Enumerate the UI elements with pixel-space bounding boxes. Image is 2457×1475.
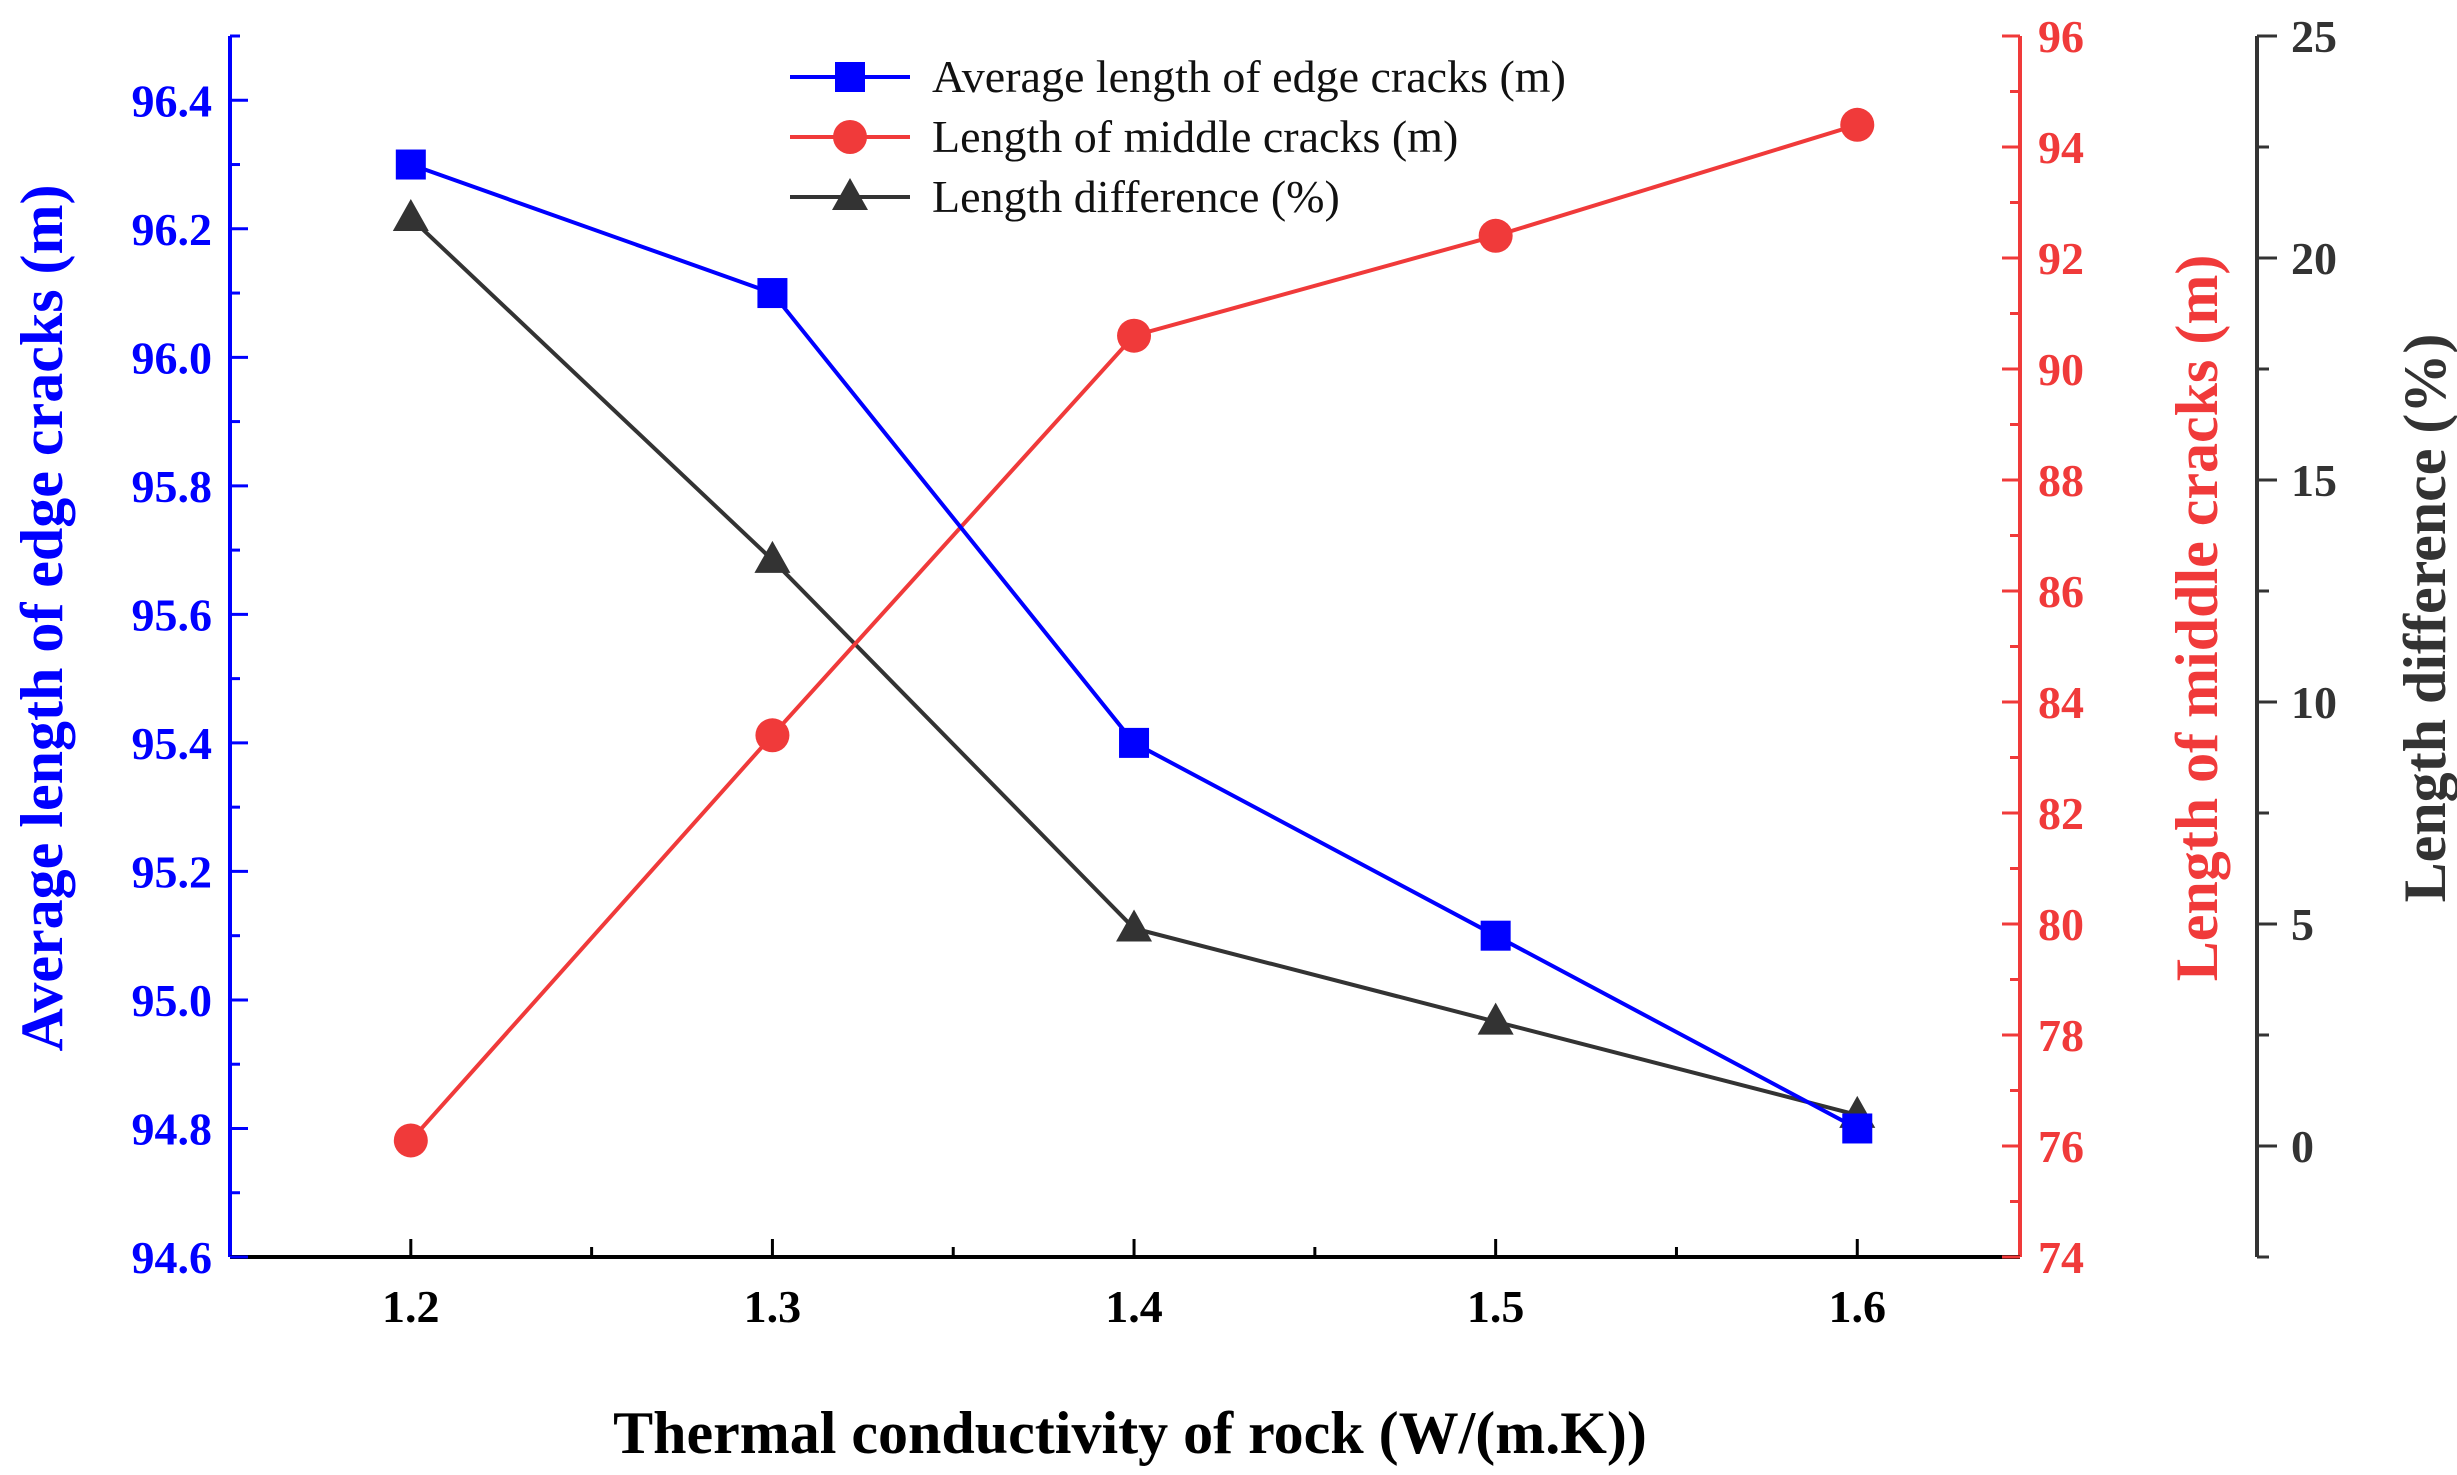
axis-titles: Thermal conductivity of rock (W/(m.K)) A… (9, 185, 2457, 1466)
legend-label: Length difference (%) (932, 171, 1340, 222)
data-point-length-difference (392, 199, 429, 232)
right-y-tick-label: 90 (2038, 344, 2084, 395)
legend-marker (835, 62, 865, 92)
right2-y-tick-label: 0 (2291, 1121, 2314, 1172)
right2-y-axis-title: Length difference (%) (2392, 334, 2457, 903)
data-point-middle-cracks (1117, 318, 1152, 353)
right-y-tick-label: 92 (2038, 233, 2084, 284)
x-tick-label: 1.3 (744, 1281, 802, 1332)
data-point-middle-cracks (755, 718, 790, 753)
left-y-tick-label: 95.2 (132, 846, 213, 897)
right2-y-tick-label: 20 (2291, 233, 2337, 284)
data-point-middle-cracks (1840, 107, 1875, 142)
right2-y-tick-label: 5 (2291, 899, 2314, 950)
series-edge-cracks (395, 149, 1873, 1144)
right-y-tick-label: 82 (2038, 788, 2084, 839)
right-y-axis-title: Length of middle cracks (m) (2164, 255, 2230, 982)
right2-y-tick-label: 10 (2291, 677, 2337, 728)
legend-marker (833, 120, 867, 154)
series-middle-cracks (393, 107, 1875, 1158)
data-point-length-difference (1116, 909, 1153, 942)
data-point-length-difference (1477, 1002, 1514, 1035)
right2-y-tick-label: 15 (2291, 455, 2337, 506)
data-point-edge-cracks (1842, 1113, 1873, 1144)
x-axis-title: Thermal conductivity of rock (W/(m.K)) (613, 1400, 1647, 1466)
series-length-difference (392, 199, 1876, 1128)
legend-item-middle-cracks: Length of middle cracks (m) (790, 111, 1458, 162)
left-y-tick-label: 95.0 (132, 975, 213, 1026)
left-y-tick-label: 94.8 (132, 1103, 213, 1154)
right-y-tick-label: 94 (2038, 122, 2084, 173)
left-y-tick-label: 95.4 (132, 718, 213, 769)
x-tick-label: 1.2 (382, 1281, 440, 1332)
data-point-length-difference (754, 540, 791, 573)
right2-y-tick-label: 25 (2291, 11, 2337, 62)
x-tick-label: 1.4 (1105, 1281, 1163, 1332)
left-y-tick-label: 95.6 (132, 589, 213, 640)
legend: Average length of edge cracks (m) Length … (790, 51, 1566, 222)
series-line-edge-cracks (410, 162, 1859, 1131)
right-y-tick-label: 76 (2038, 1121, 2084, 1172)
right-y-tick-label: 80 (2038, 899, 2084, 950)
x-tick-label: 1.6 (1829, 1281, 1887, 1332)
data-point-edge-cracks (1119, 727, 1150, 758)
legend-label: Length of middle cracks (m) (932, 111, 1458, 162)
data-point-edge-cracks (1480, 920, 1511, 951)
left-y-tick-label: 95.8 (132, 461, 213, 512)
data-point-middle-cracks (393, 1123, 428, 1158)
series-line-middle-cracks (409, 122, 1858, 1142)
left-y-tick-label: 96.4 (132, 75, 213, 126)
legend-label: Average length of edge cracks (m) (932, 51, 1566, 102)
data-point-edge-cracks (395, 149, 426, 180)
legend-item-edge-cracks: Average length of edge cracks (m) (790, 51, 1566, 102)
legend-item-length-difference: Length difference (%) (790, 171, 1340, 222)
left-y-tick-label: 96.0 (132, 332, 213, 383)
right-y-tick-label: 88 (2038, 455, 2084, 506)
right-y-tick-label: 86 (2038, 566, 2084, 617)
right-y-tick-label: 96 (2038, 11, 2084, 62)
axes-layer: 1.2 1.3 1.4 1.5 1.6 94.6 94.8 95.0 95.2 95.4 95.6 9… (132, 11, 2338, 1332)
right-y-tick-label: 84 (2038, 677, 2084, 728)
left-y-axis-title: Average length of edge cracks (m) (9, 185, 75, 1052)
x-tick-label: 1.5 (1467, 1281, 1525, 1332)
data-point-edge-cracks (757, 278, 788, 309)
left-y-tick-label: 94.6 (132, 1232, 213, 1283)
series-layer (392, 107, 1876, 1158)
data-point-middle-cracks (1478, 218, 1513, 253)
left-y-tick-label: 96.2 (132, 204, 213, 255)
right-y-tick-label: 74 (2038, 1232, 2084, 1283)
legend-marker (832, 178, 868, 210)
right-y-tick-label: 78 (2038, 1010, 2084, 1061)
